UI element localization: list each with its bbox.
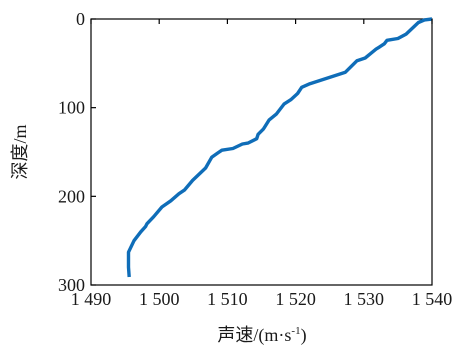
plot-area [90,17,433,286]
x-tick-label: 1 520 [275,289,316,309]
x-tick-label: 1 500 [139,289,180,309]
x-tick-label: 1 540 [412,289,453,309]
x-axis-title-superscript: -1 [291,325,300,337]
y-tick-label: 100 [58,98,85,118]
y-tick-label: 0 [76,9,85,29]
plot-frame [90,18,433,286]
x-axis-title: 声速/(m·s-1) [217,325,306,346]
sound-speed-line [126,17,433,278]
x-tick-label: 1 530 [344,289,385,309]
y-tick-label: 300 [58,275,85,295]
x-tick-label: 1 490 [71,289,112,309]
y-tick-label: 200 [58,186,85,206]
x-axis-title-main: 声速/(m·s [217,325,291,346]
y-axis-ticks: 0 100 200 300 [58,9,96,295]
x-axis-title-tail: ) [301,325,307,346]
x-axis-ticks: 1 490 1 500 1 510 1 520 1 530 1 540 [71,19,453,309]
y-axis-title: 深度/m [10,124,30,179]
x-tick-label: 1 510 [207,289,248,309]
